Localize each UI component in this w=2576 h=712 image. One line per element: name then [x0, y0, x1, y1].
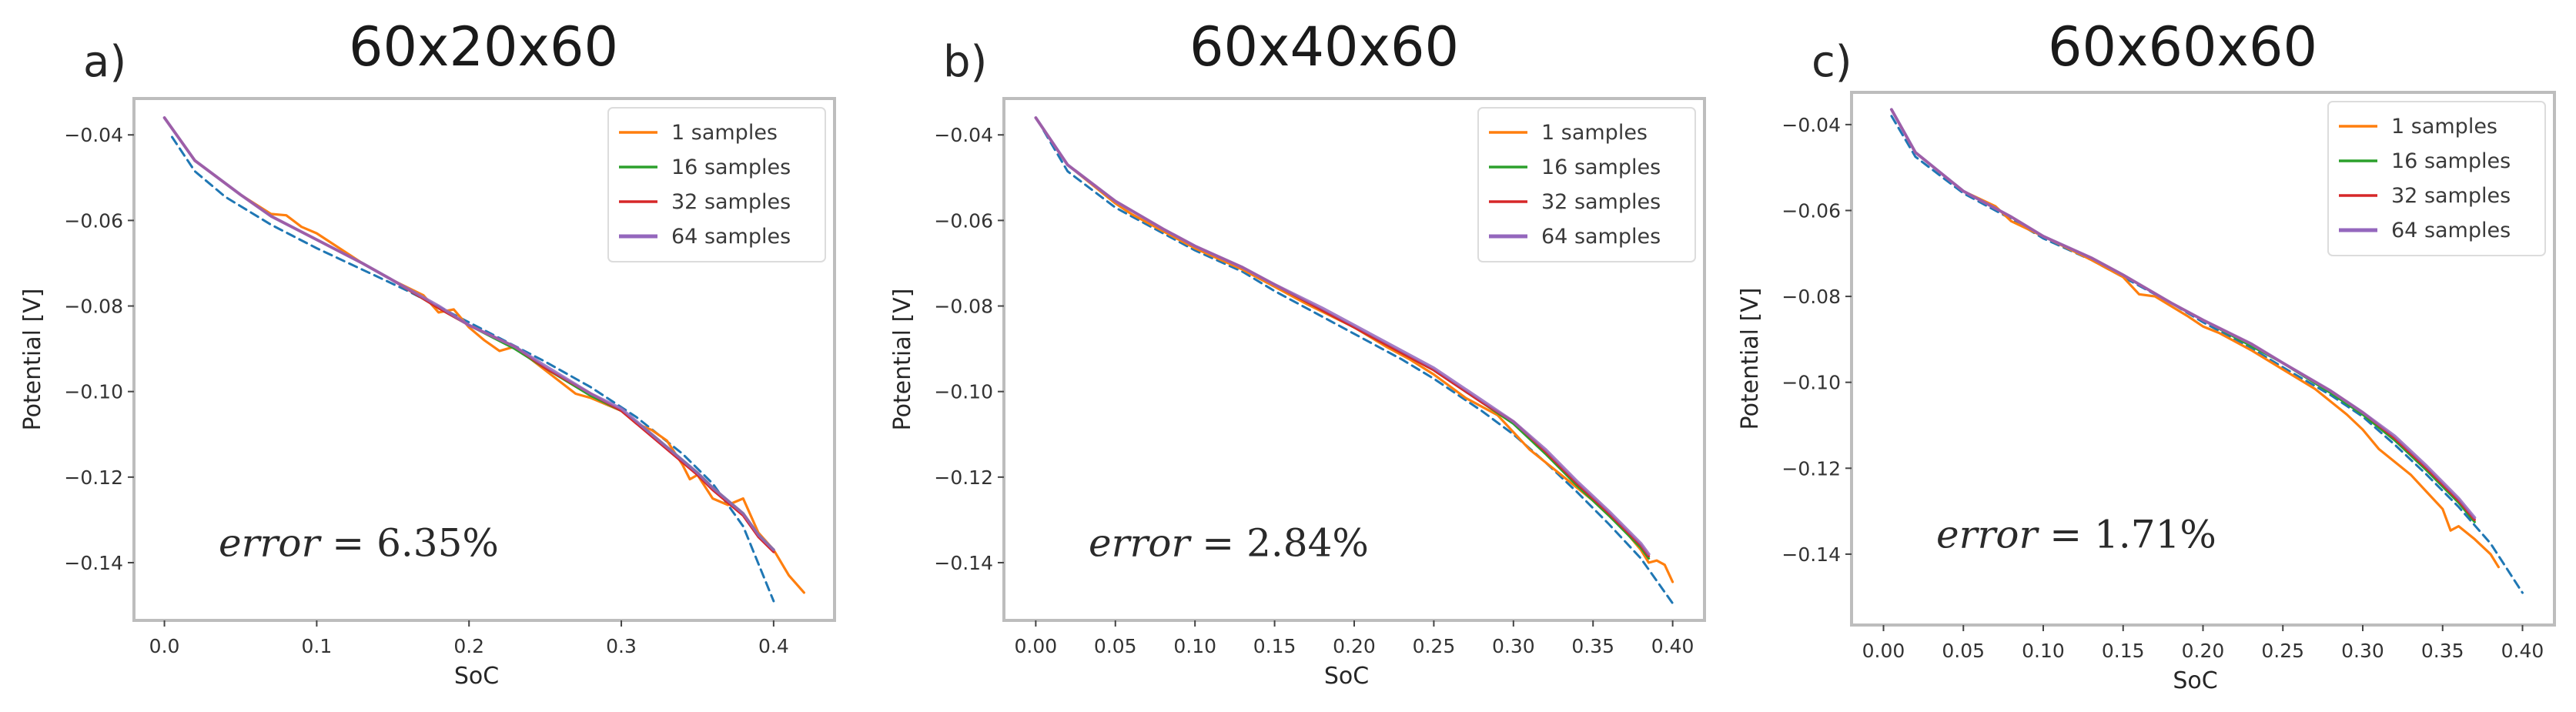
x-tick-label: 0.20 [2182, 640, 2225, 662]
x-tick-label: 0.35 [1571, 635, 1614, 657]
panel-title: 60x40x60 [1189, 15, 1460, 79]
legend: 1 samples 16 samples 32 samples 64 samples [2327, 101, 2546, 256]
y-tick-label: −0.10 [64, 381, 123, 403]
line-chart: 0.0 0.1 0.2 0.3 0.4 −0.04 −0.06 −0.08 −0.10 −0.12… [19, 97, 836, 690]
panel-label: a) [83, 37, 127, 87]
legend: 1 samples 16 samples 32 samples 64 samples [1477, 107, 1696, 262]
x-tick-label: 0.40 [2501, 640, 2544, 662]
x-tick-label: 0.00 [1862, 640, 1905, 662]
y-tick-label: −0.04 [64, 124, 123, 146]
x-axis-label: SoC [2173, 667, 2217, 694]
x-tick-label: 0.40 [1651, 635, 1694, 657]
error-annotation: error = 1.71% [1936, 513, 2216, 557]
y-tick-label: −0.08 [934, 296, 993, 318]
series-line-1-samples [163, 116, 805, 594]
panel-a: a) 60x20x60 0.0 0.1 0.2 0.3 0.4 −0.04 −0.06 −0.… [0, 0, 855, 712]
legend: 1 samples 16 samples 32 samples 64 samples [607, 107, 826, 262]
y-tick-label: −0.14 [1781, 543, 1841, 566]
x-tick-label: 0.15 [1253, 635, 1296, 657]
y-tick-label: −0.12 [64, 466, 123, 489]
panel-c: c) 60x60x60 0.00 0.05 0.10 0.15 0.20 0.25 0.30… [1721, 0, 2576, 712]
y-tick-label: −0.04 [934, 124, 993, 146]
y-tick-label: −0.10 [1781, 372, 1841, 394]
y-axis-label: Potential [V] [889, 289, 916, 431]
panel-title: 60x60x60 [2047, 15, 2318, 79]
series-line-reference [171, 135, 775, 603]
series-line-1-samples [1890, 108, 2500, 569]
x-tick-label: 0.4 [758, 635, 789, 657]
panel-label: c) [1812, 37, 1852, 87]
x-tick-label: 0.10 [1173, 635, 1216, 657]
y-tick-label: −0.12 [1781, 457, 1841, 480]
x-tick-label: 0.35 [2421, 640, 2464, 662]
x-axis-label: SoC [454, 663, 499, 690]
y-axis-label: Potential [V] [1737, 288, 1764, 430]
series-line-reference [1042, 129, 1674, 605]
series-line-64-samples [162, 116, 775, 552]
legend-label: 64 samples [2391, 219, 2511, 242]
legend-label: 32 samples [671, 190, 791, 214]
x-tick-label: 0.30 [1492, 635, 1535, 657]
y-tick-label: −0.12 [934, 466, 993, 489]
series-line-64-samples [1889, 108, 2477, 520]
legend-label: 16 samples [1541, 155, 1661, 179]
x-tick-label: 0.2 [453, 635, 484, 657]
legend-label: 16 samples [671, 155, 791, 179]
panel-title: 60x20x60 [348, 15, 619, 79]
x-tick-label: 0.00 [1015, 635, 1058, 657]
line-chart: 0.00 0.05 0.10 0.15 0.20 0.25 0.30 0.35 0.40 −0.0… [1737, 91, 2556, 694]
x-axis-label: SoC [1324, 663, 1369, 690]
y-tick-label: −0.06 [1781, 199, 1841, 222]
y-tick-label: −0.06 [64, 209, 123, 232]
y-tick-label: −0.14 [934, 552, 993, 574]
error-annotation: error = 2.84% [1089, 521, 1369, 566]
error-annotation: error = 6.35% [219, 521, 499, 566]
x-tick-label: 0.05 [1942, 640, 1985, 662]
legend-label: 64 samples [671, 225, 791, 249]
y-tick-label: −0.06 [934, 209, 993, 232]
legend-label: 1 samples [2391, 115, 2497, 139]
x-tick-label: 0.30 [2341, 640, 2384, 662]
y-tick-label: −0.08 [1781, 286, 1841, 308]
legend-label: 32 samples [2391, 184, 2511, 208]
x-tick-label: 0.1 [302, 635, 333, 657]
line-chart: 0.00 0.05 0.10 0.15 0.20 0.25 0.30 0.35 0.40 −0.0… [889, 97, 1706, 690]
legend-label: 32 samples [1541, 190, 1661, 214]
y-axis-label: Potential [V] [19, 289, 46, 431]
x-tick-label: 0.20 [1333, 635, 1376, 657]
x-tick-label: 0.15 [2102, 640, 2145, 662]
y-tick-label: −0.14 [64, 552, 123, 574]
y-tick-label: −0.04 [1781, 114, 1841, 136]
x-tick-label: 0.0 [149, 635, 180, 657]
legend-label: 64 samples [1541, 225, 1661, 249]
y-tick-label: −0.08 [64, 296, 123, 318]
y-tick-label: −0.10 [934, 381, 993, 403]
panel-b: b) 60x40x60 0.00 0.05 0.10 0.15 0.20 0.25 0.30… [870, 0, 1725, 712]
panel-label: b) [943, 37, 988, 87]
legend-label: 1 samples [671, 121, 778, 145]
x-tick-label: 0.25 [1413, 635, 1456, 657]
x-tick-label: 0.05 [1094, 635, 1137, 657]
x-tick-label: 0.10 [2022, 640, 2065, 662]
x-tick-label: 0.25 [2261, 640, 2304, 662]
legend-label: 16 samples [2391, 149, 2511, 173]
x-tick-label: 0.3 [606, 635, 637, 657]
series-line-64-samples [1034, 116, 1651, 556]
legend-label: 1 samples [1541, 121, 1648, 145]
